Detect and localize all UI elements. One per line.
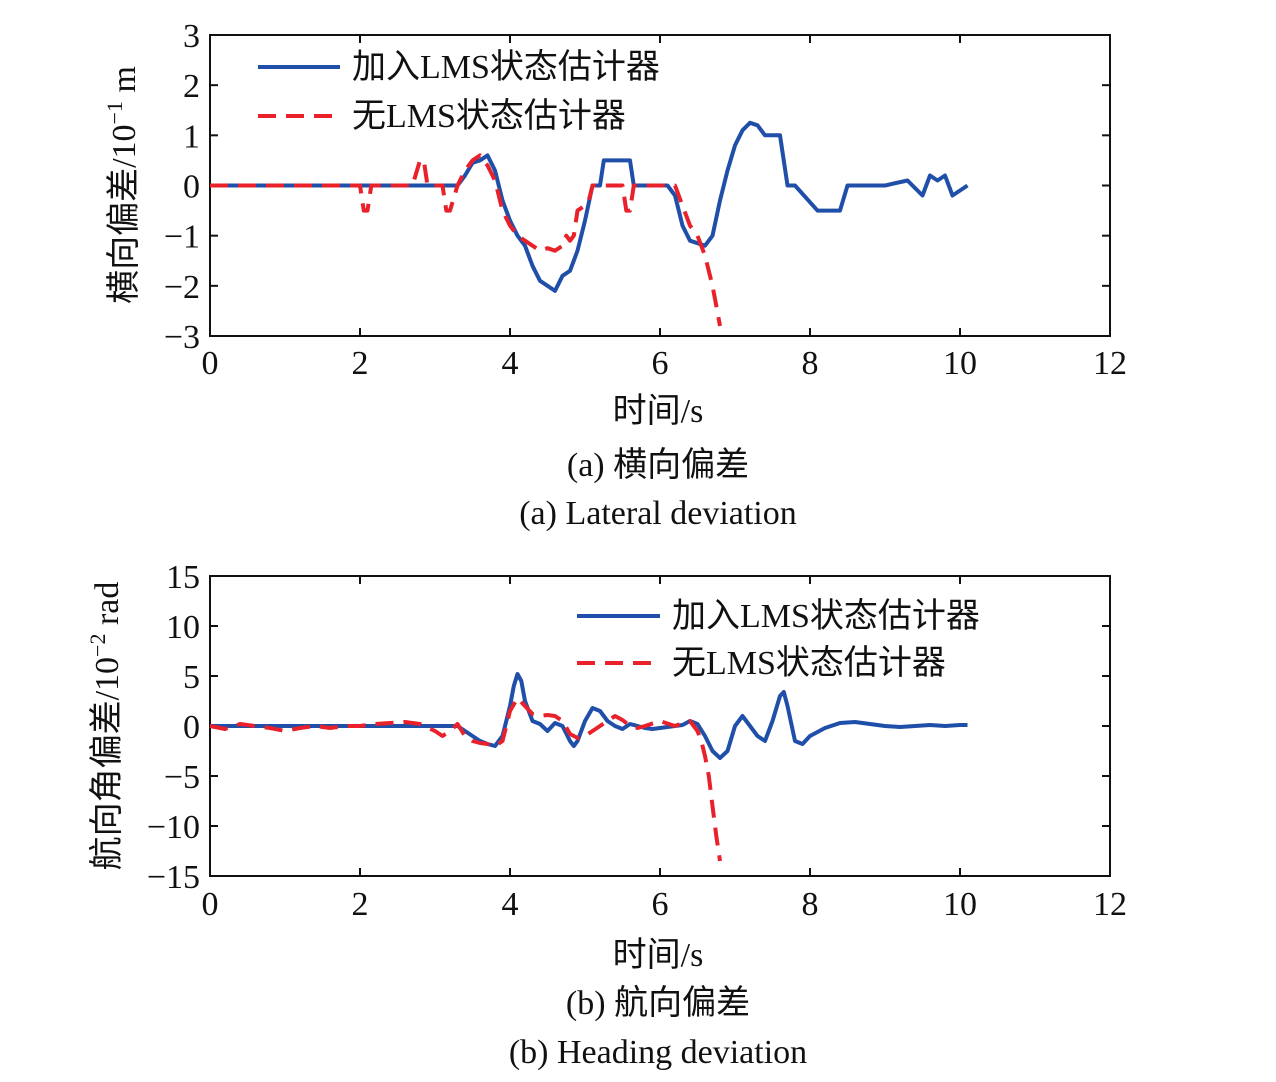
caption-cn: (a) 横向偏差	[567, 446, 749, 484]
y-tick-label: −15	[147, 859, 200, 896]
x-tick-label: 10	[943, 345, 977, 382]
x-tick-label: 12	[1093, 886, 1127, 923]
x-tick-label: 8	[802, 345, 819, 382]
x-tick-label: 2	[352, 886, 369, 923]
series-line-without-lms	[210, 153, 722, 327]
y-tick-labels: −3 −2 −1 0 1 2 3	[164, 18, 200, 356]
legend: 加入LMS状态估计器 无LMS状态估计器	[577, 597, 980, 682]
caption-en: (a) Lateral deviation	[519, 495, 797, 532]
y-tick-label: 0	[183, 709, 200, 746]
x-axis-label: 时间/s	[613, 937, 704, 974]
x-tick-label: 2	[352, 345, 369, 382]
legend-label-without-lms: 无LMS状态估计器	[352, 97, 626, 135]
x-tick-label: 6	[652, 345, 669, 382]
axis-ticks	[209, 575, 1111, 877]
y-tick-label: −10	[147, 809, 200, 846]
y-axis-label: 横向偏差/10−1 m	[102, 66, 143, 304]
series-lines	[209, 672, 968, 862]
y-tick-label: 2	[183, 68, 200, 105]
y-tick-label: 1	[183, 118, 200, 155]
y-tick-label: −5	[164, 759, 200, 796]
series-lines	[210, 120, 969, 327]
legend-label-with-lms: 加入LMS状态估计器	[672, 597, 980, 635]
x-tick-label: 8	[802, 886, 819, 923]
y-tick-label: 0	[183, 169, 200, 206]
x-axis-label: 时间/s	[613, 393, 704, 430]
x-tick-label: 0	[202, 345, 219, 382]
series-line-with-lms	[210, 672, 968, 760]
y-tick-label: −1	[164, 219, 200, 256]
x-tick-label: 6	[652, 886, 669, 923]
y-tick-label: 3	[183, 18, 200, 55]
y-tick-label: −3	[164, 319, 200, 356]
y-tick-labels: −15 −10 −5 0 5 10 15	[147, 559, 200, 896]
caption-cn: (b) 航向偏差	[566, 984, 750, 1022]
x-tick-label: 4	[502, 345, 519, 382]
x-tick-label: 10	[943, 886, 977, 923]
legend: 加入LMS状态估计器 无LMS状态估计器	[258, 48, 660, 135]
series-line-without-lms	[209, 696, 722, 862]
x-tick-label: 0	[202, 886, 219, 923]
caption-en: (b) Heading deviation	[509, 1034, 807, 1071]
y-tick-label: 5	[183, 659, 200, 696]
chart-heading-deviation: 0 2 4 6 8 10 12 −15 −10 −5 0 5 10 15 加入LMS状态估计器 无LMS…	[85, 559, 1127, 1071]
x-tick-labels: 0 2 4 6 8 10 12	[202, 886, 1128, 923]
y-axis-label: 航向角偏差/10−2 rad	[85, 582, 126, 871]
y-tick-label: −2	[164, 269, 200, 306]
legend-label-without-lms: 无LMS状态估计器	[672, 644, 946, 682]
x-tick-label: 12	[1093, 345, 1127, 382]
y-tick-label: 15	[166, 559, 200, 596]
series-line-with-lms	[210, 120, 969, 293]
legend-label-with-lms: 加入LMS状态估计器	[352, 48, 660, 86]
x-tick-label: 4	[502, 886, 519, 923]
y-tick-label: 10	[166, 609, 200, 646]
x-tick-labels: 0 2 4 6 8 10 12	[202, 345, 1128, 382]
